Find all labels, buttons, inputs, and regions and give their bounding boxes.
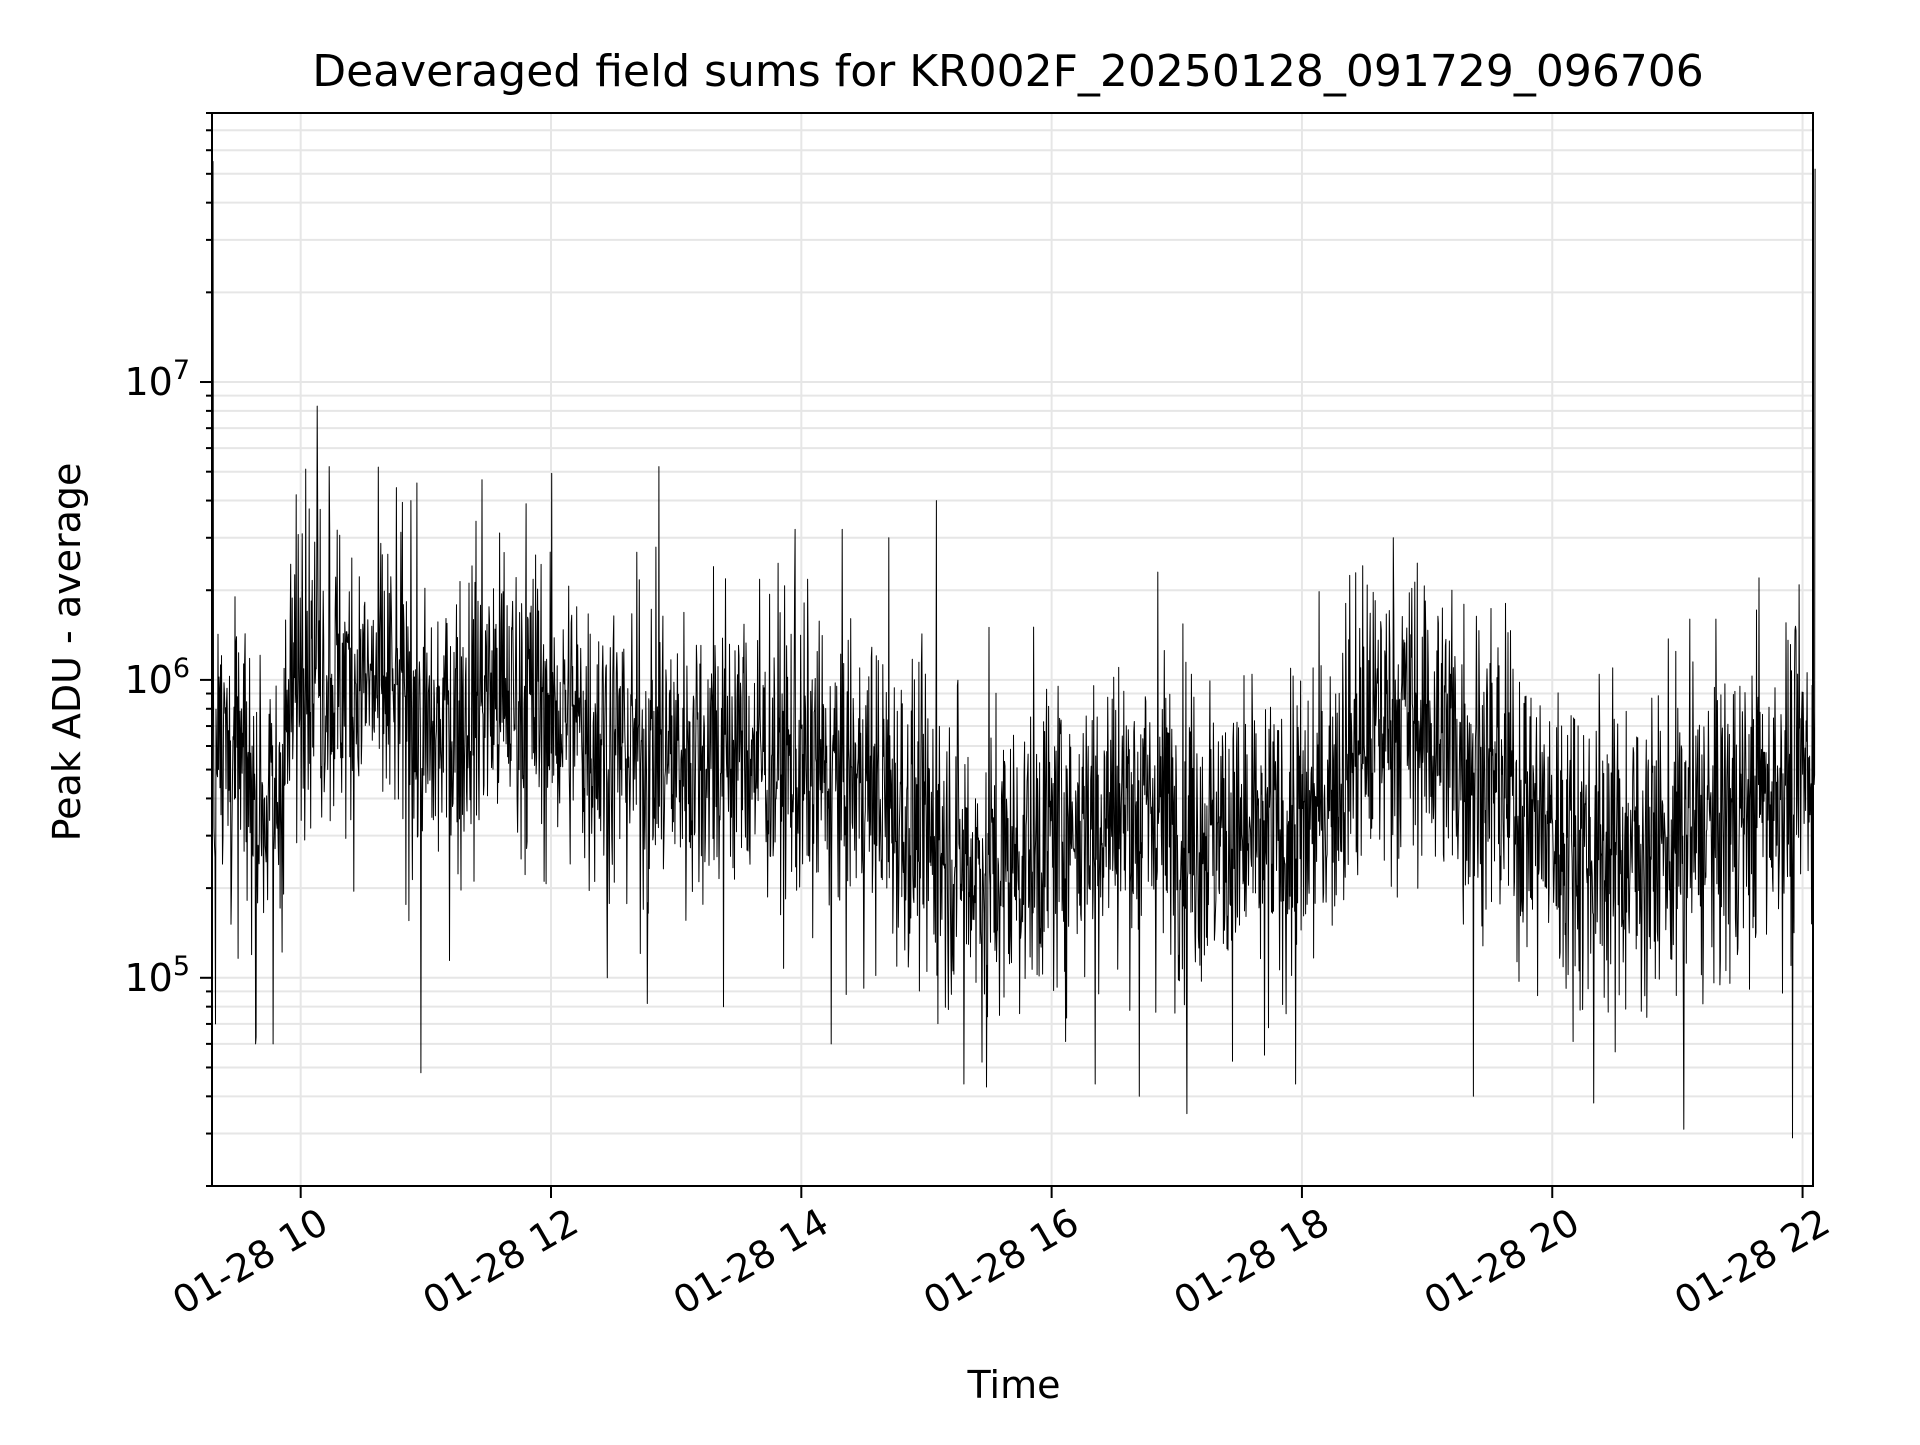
chart-title: Deaveraged field sums for KR002F_2025012… <box>312 46 1704 97</box>
y-tick-exponent: 7 <box>173 355 190 386</box>
series-layer <box>211 161 1816 1139</box>
y-tick-base: 10 <box>124 360 172 404</box>
y-tick-base: 10 <box>124 658 172 702</box>
x-axis-label: Time <box>967 1363 1061 1407</box>
y-tick-exponent: 5 <box>173 951 190 982</box>
y-axis-label: Peak ADU - average <box>45 463 89 842</box>
y-tick-exponent: 6 <box>173 653 190 684</box>
plot-frame <box>211 112 1814 1187</box>
y-tick-label: 106 <box>124 653 190 702</box>
grid <box>212 112 1813 1187</box>
series-line <box>211 161 1816 1139</box>
y-tick-label: 105 <box>124 951 190 1000</box>
y-tick-base: 10 <box>124 956 172 1000</box>
y-tick-label: 107 <box>124 355 190 404</box>
